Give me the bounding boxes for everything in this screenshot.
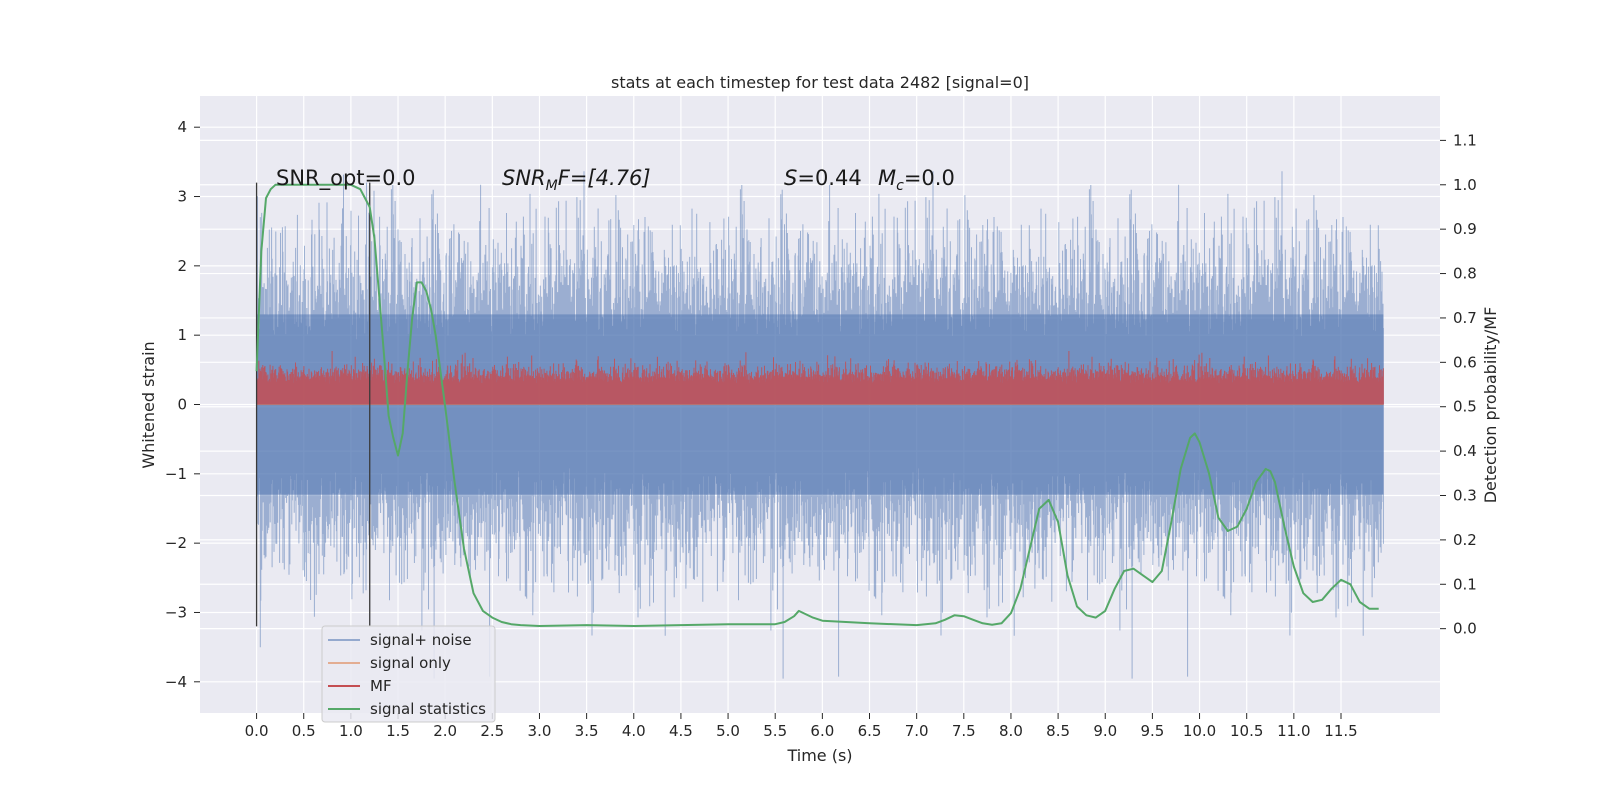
annotation-snr-mf: SNRMF=[4.76] [502,166,651,194]
y2-tick-label: 0.2 [1453,531,1477,549]
x-tick-label: 4.0 [622,722,646,740]
x-tick-label: 11.5 [1324,722,1357,740]
y2-tick-label: 0.4 [1453,442,1477,460]
x-tick-label: 4.5 [669,722,693,740]
y-tick-label: −1 [165,465,187,483]
signal-statistics-line [255,183,1379,627]
y2-tick-label: 0.7 [1453,309,1477,327]
y2-axis-label: Detection probability/MF [1481,307,1500,504]
x-tick-label: 2.0 [433,722,457,740]
x-tick-label: 8.0 [999,722,1023,740]
annotation-s: S=0.44 [784,166,862,190]
y-tick-label: −2 [165,534,187,552]
x-tick-label: 7.5 [952,722,976,740]
x-tick-label: 11.0 [1277,722,1310,740]
x-tick-label: 2.5 [480,722,504,740]
y2-tick-label: 1.1 [1453,131,1477,149]
legend-label-mf: MF [370,677,392,695]
annotation-snr-mf-sub: M [546,178,558,194]
x-tick-label: 10.0 [1183,722,1216,740]
annotation-snr-opt: SNR_opt=0.0 [276,166,416,191]
annotation-snr-mf-suffix: F=[4.76] [558,166,651,190]
y2-tick-label: 0.6 [1453,353,1477,371]
y-tick-label: −4 [165,673,187,691]
x-tick-label: 3.0 [528,722,552,740]
axes-layer: 0.0 0.5 1.0 1.5 2.0 2.5 3.0 3.5 4.0 4.5 5.0 5.5 6.0 6… [165,118,1477,740]
annotation-s-symbol: S [784,166,797,190]
chart-title: stats at each timestep for test data 248… [611,73,1029,92]
y2-tick-label: 0.0 [1453,620,1477,638]
x-tick-label: 5.5 [763,722,787,740]
x-tick-label: 9.0 [1093,722,1117,740]
y2-tick-label: 0.8 [1453,265,1477,283]
x-tick-label: 0.0 [245,722,269,740]
annotation-mc: Mc=0.0 [878,166,955,194]
annotation-s-value: =0.44 [797,166,861,190]
y2-tick-label: 0.1 [1453,575,1477,593]
annotation-snr-mf-prefix: SNR [502,166,546,190]
x-tick-label: 6.5 [858,722,882,740]
x-tick-label: 1.0 [339,722,363,740]
x-tick-label: 9.5 [1140,722,1164,740]
y-tick-label: −3 [165,603,187,621]
x-axis-label: Time (s) [786,746,852,765]
annotation-mc-symbol: M [878,166,896,190]
x-tick-label: 7.0 [905,722,929,740]
legend-box [321,625,496,723]
y2-tick-label: 0.5 [1453,398,1477,416]
y2-tick-label: 0.9 [1453,220,1477,238]
y-axis-label: Whitened strain [139,341,158,468]
legend-label-signal-only: signal only [370,654,451,672]
x-tick-label: 0.5 [292,722,316,740]
x-tick-label: 10.5 [1230,722,1263,740]
x-tick-label: 5.0 [716,722,740,740]
x-tick-label: 1.5 [386,722,410,740]
x-tick-label: 3.5 [575,722,599,740]
y-tick-label: 0 [177,396,187,414]
annotation-mc-sub: c [896,178,904,194]
y-tick-label: 2 [177,257,187,275]
annotation-mc-value: =0.0 [904,166,955,190]
y-tick-label: 1 [177,326,187,344]
x-tick-label: 8.5 [1046,722,1070,740]
y-tick-label: 3 [177,188,187,206]
x-tick-label: 6.0 [810,722,834,740]
series-layer [255,171,1384,679]
legend-label-signal-noise: signal+ noise [370,631,472,649]
legend: signal+ noise signal only MF signal stat… [321,625,496,723]
y2-tick-label: 1.0 [1453,176,1477,194]
y2-tick-label: 0.3 [1453,486,1477,504]
y-tick-label: 4 [177,118,187,136]
legend-label-signal-statistics: signal statistics [370,700,486,718]
